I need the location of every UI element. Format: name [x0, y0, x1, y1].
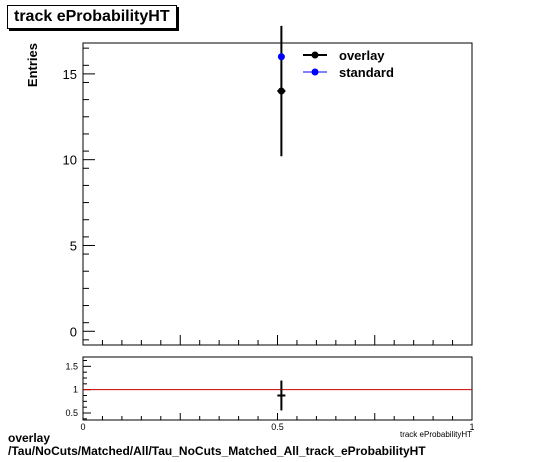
- main-plot: 0 5 10 15 Entries overlay standard: [25, 25, 473, 346]
- y-tick-label: 10: [63, 153, 77, 168]
- legend-overlay-label: overlay: [339, 48, 385, 63]
- legend-standard-marker: [311, 68, 319, 76]
- x-tick-label: 1: [469, 422, 474, 432]
- ratio-y-tick-label: 1.5: [65, 361, 78, 371]
- legend-overlay-marker: [311, 51, 319, 59]
- ratio-frame: [82, 356, 473, 421]
- y-tick-label: 0: [70, 324, 77, 339]
- y-tick-label: 15: [63, 67, 77, 82]
- footer-line1: overlay: [8, 431, 51, 445]
- x-tick-label: 0.5: [271, 422, 284, 432]
- ratio-y-tick-label: 1: [73, 385, 78, 395]
- ratio-y-tick-label: 0.5: [65, 408, 78, 418]
- footer-line2: /Tau/NoCuts/Matched/All/Tau_NoCuts_Match…: [8, 444, 426, 458]
- legend: overlay standard: [303, 48, 394, 80]
- x-axis-label: track eProbabilityHT: [400, 430, 472, 439]
- y-tick-label: 5: [70, 238, 77, 253]
- main-frame: [82, 42, 473, 346]
- x-tick-label: 0: [80, 422, 85, 432]
- y-axis-label: Entries: [25, 43, 40, 87]
- overlay-point: [277, 87, 285, 95]
- chart-title: track eProbabilityHT: [7, 5, 177, 29]
- legend-standard-label: standard: [339, 65, 394, 80]
- standard-point: [277, 53, 285, 61]
- footer-path: overlay /Tau/NoCuts/Matched/All/Tau_NoCu…: [8, 432, 426, 458]
